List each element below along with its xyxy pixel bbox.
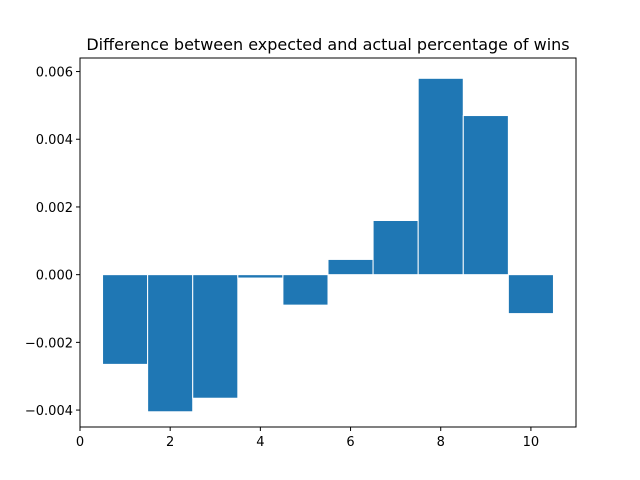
bar-9 [462,115,509,276]
bar-8 [417,77,464,276]
y-tick-label: −0.004 [25,404,73,419]
y-tick-label: 0.004 [36,133,73,148]
x-tick-label: 0 [76,435,84,450]
bar-5 [282,274,329,306]
bar-1 [102,274,149,365]
y-tick-label: 0.006 [36,66,73,81]
x-axis: 0 2 4 6 8 10 [76,427,539,450]
y-tick-label: −0.002 [25,336,73,351]
bar-3 [192,274,239,399]
y-axis: −0.004 −0.002 0.000 0.002 0.004 0.006 [25,66,80,419]
bar-6 [327,258,374,276]
x-tick-label: 4 [256,435,264,450]
x-tick-label: 2 [166,435,174,450]
y-tick-label: 0.002 [36,201,73,216]
plot-frame [79,57,577,428]
bar-7 [372,219,419,276]
bar-4 [237,274,284,279]
bar-2 [147,274,194,413]
x-tick-label: 6 [346,435,354,450]
x-tick-label: 8 [437,435,445,450]
y-tick-label: 0.000 [36,269,73,284]
chart-title: Difference between expected and actual p… [86,35,569,54]
bars-group [102,77,554,413]
x-tick-label: 10 [523,435,540,450]
bar-10 [507,274,554,315]
